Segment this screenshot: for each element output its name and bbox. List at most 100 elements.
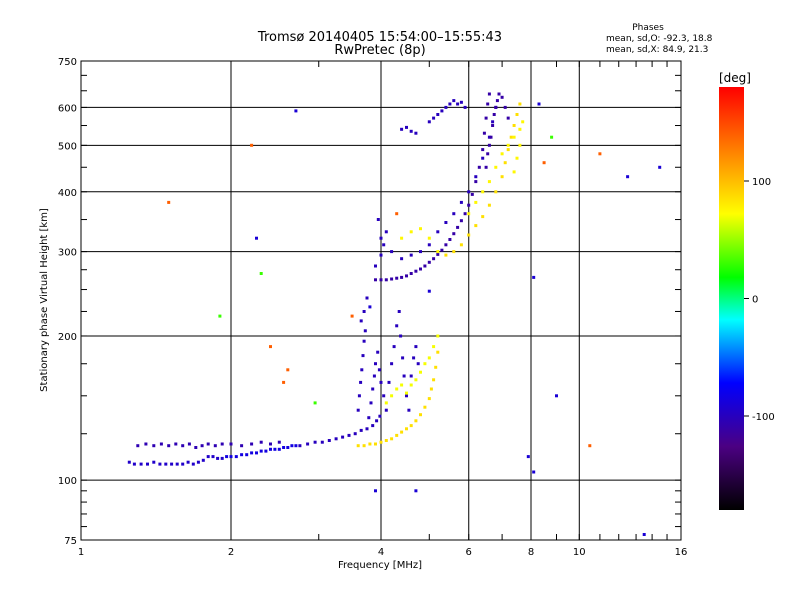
echo-point [341,435,345,439]
echo-point [494,190,498,194]
echo-point [405,391,408,395]
echo-point [423,405,427,409]
x-tick-label: 4 [378,547,384,558]
echo-point [518,127,522,131]
echo-point [474,175,478,179]
echo-point [218,314,222,318]
echo-point [481,215,485,219]
echo-point [374,278,377,282]
echo-point [240,453,244,457]
echo-point [206,442,210,446]
echo-point [481,190,485,194]
echo-point [369,401,373,405]
echo-point [191,462,195,466]
echo-point [362,310,366,313]
echo-point [259,272,263,275]
echo-point [395,276,399,280]
echo-point [484,165,488,169]
echo-point [368,305,372,309]
echo-point [503,161,507,165]
echo-point [405,274,408,278]
echo-point [384,439,388,442]
echo-point [467,190,471,194]
x-tick-label: 8 [528,547,534,558]
echo-point [378,414,382,418]
echo-point [414,419,418,423]
echo-point [459,100,463,104]
echo-point [409,230,413,234]
echo-point [486,102,490,106]
echo-point [512,170,516,174]
echo-point [487,180,491,184]
echo-point [436,230,440,234]
echo-point [286,368,290,372]
echo-point [390,362,394,366]
echo-point [264,449,268,453]
echo-point [419,267,422,271]
echo-point [642,533,646,536]
echo-point [444,253,448,257]
echo-point [259,449,263,453]
echo-point [376,350,380,354]
echo-point [376,218,380,221]
echo-point [401,356,405,360]
echo-point [374,489,377,493]
echo-point [494,165,498,169]
echo-point [361,354,365,358]
echo-point [152,460,156,464]
echo-point [470,192,474,196]
echo-point [436,350,440,354]
echo-point [402,374,406,378]
y-tick-label: 400 [58,188,77,199]
echo-point [277,440,281,444]
echo-point [432,257,436,261]
echo-point [144,442,148,446]
echo-point [187,442,191,446]
echo-point [377,368,381,372]
echo-point [481,156,485,160]
echo-point [400,257,404,261]
echo-point [206,455,210,459]
echo-point [397,310,401,313]
echo-point [400,275,404,279]
echo-point [225,455,229,459]
echo-point [542,161,546,165]
echo-point [368,442,372,446]
echo-point [506,116,510,120]
echo-point [374,264,377,268]
echo-point [234,455,238,459]
echo-point [515,156,519,160]
colorbar-label: [deg] [719,71,751,85]
x-tick-label: 10 [573,547,586,558]
echo-point [382,243,386,247]
echo-point [419,250,422,254]
echo-point [598,152,602,156]
echo-point [127,460,131,464]
echo-point [423,264,427,268]
echo-point [436,250,440,254]
echo-point [463,105,467,109]
echo-point [365,296,369,300]
echo-point [440,248,444,252]
x-axis-ticks: 1 2 4 6 8 10 16 [78,61,688,558]
echo-point [282,380,286,384]
x-tick-label: 16 [675,547,688,558]
echo-point [374,362,377,366]
echo-point [359,380,363,384]
echo-point [175,462,179,466]
echo-point [405,427,408,431]
echo-point [409,272,413,275]
echo-point [167,444,171,448]
echo-point [367,416,371,420]
grid-lines [81,61,681,540]
echo-point [359,319,363,323]
echo-point [181,444,185,448]
echo-point [427,120,431,124]
colorbar-tick-label: 0 [752,295,758,306]
echo-point [474,224,478,228]
echo-point [555,394,558,398]
echo-point [414,489,418,493]
echo-point [399,334,403,338]
